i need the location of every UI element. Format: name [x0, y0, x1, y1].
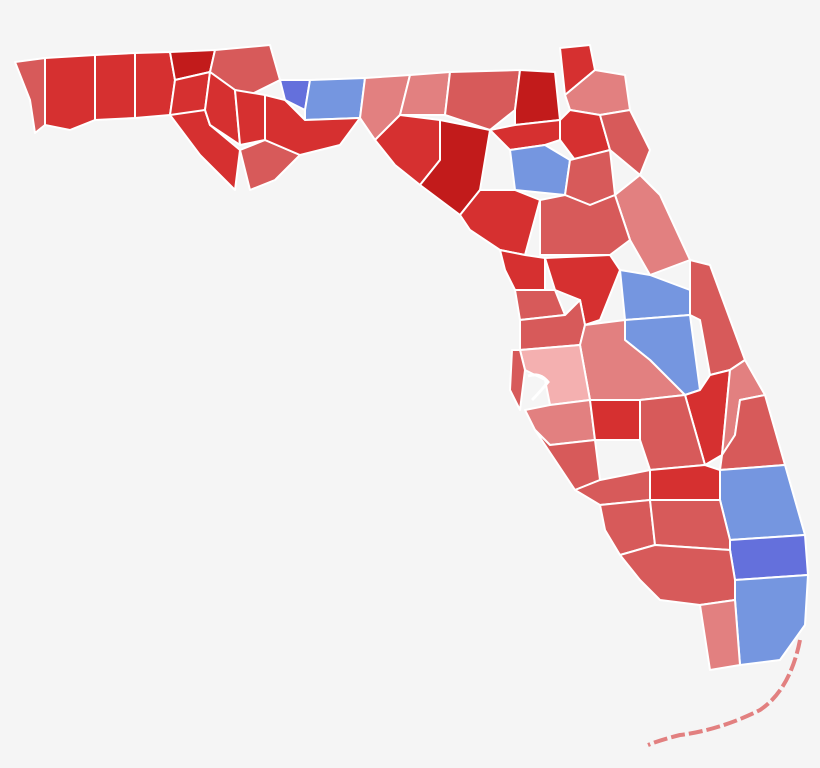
florida-keys [647, 639, 802, 747]
county [264, 94, 361, 156]
county [729, 534, 809, 581]
county [699, 599, 741, 671]
county [94, 52, 136, 121]
county [544, 254, 621, 326]
county [14, 57, 46, 134]
counties [14, 44, 809, 671]
county [134, 51, 176, 119]
county [44, 54, 96, 131]
county [514, 69, 561, 126]
county [649, 464, 721, 501]
county [589, 399, 641, 441]
county [444, 69, 521, 131]
county [234, 89, 266, 146]
county [599, 109, 651, 176]
county [304, 77, 366, 121]
county [204, 71, 241, 146]
county [649, 499, 731, 551]
tampa-bay [527, 373, 550, 402]
county [539, 194, 631, 256]
county [509, 349, 526, 411]
county [419, 119, 491, 216]
